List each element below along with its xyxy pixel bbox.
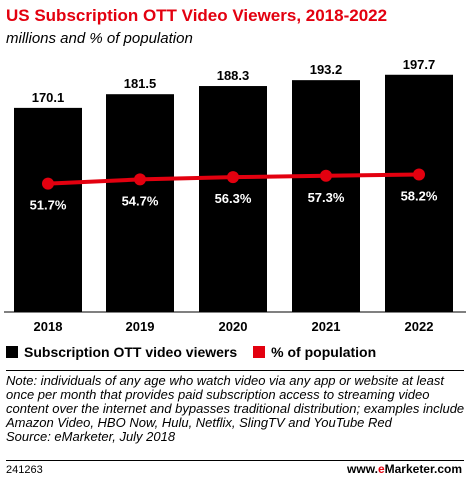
- x-tick-label-2020: 2020: [219, 319, 248, 334]
- population-label-2019: 54.7%: [122, 193, 159, 208]
- divider-bottom: [6, 460, 464, 461]
- note-text: Note: individuals of any age who watch v…: [6, 373, 465, 430]
- bar-label-2019: 181.5: [124, 76, 157, 91]
- chart-id: 241263: [6, 464, 43, 476]
- legend-swatch-population: [253, 346, 266, 358]
- x-tick-label-2019: 2019: [126, 319, 155, 334]
- population-point-2021: [320, 169, 332, 182]
- source-text: Source: eMarketer, July 2018: [6, 429, 176, 444]
- bar-label-2018: 170.1: [32, 90, 65, 105]
- divider-top: [6, 370, 464, 371]
- bar-2018: [14, 107, 82, 312]
- bar-label-2020: 188.3: [217, 68, 250, 83]
- bar-2022: [385, 74, 453, 312]
- bar-label-2022: 197.7: [403, 57, 436, 72]
- population-label-2021: 57.3%: [308, 190, 345, 205]
- chart-title: US Subscription OTT Video Viewers, 2018-…: [6, 6, 388, 25]
- legend-item-population: % of population: [253, 344, 376, 360]
- legend: Subscription OTT video viewers % of popu…: [6, 344, 392, 360]
- x-tick-label-2022: 2022: [405, 319, 434, 334]
- x-tick-label-2018: 2018: [34, 319, 63, 334]
- population-label-2020: 56.3%: [215, 191, 252, 206]
- population-label-2018: 51.7%: [30, 198, 67, 213]
- chart-subtitle: millions and % of population: [6, 30, 193, 47]
- population-point-2022: [413, 168, 425, 181]
- bar-label-2021: 193.2: [310, 62, 343, 77]
- population-label-2022: 58.2%: [401, 189, 438, 204]
- x-tick-label-2021: 2021: [312, 319, 341, 334]
- brand-accent: e: [377, 462, 385, 476]
- footnote: Note: individuals of any age who watch v…: [6, 374, 466, 444]
- brand-logo[interactable]: www.eMarketer.com: [347, 462, 462, 476]
- legend-item-viewers: Subscription OTT video viewers: [6, 344, 237, 360]
- bar-2019: [106, 94, 174, 312]
- population-point-2020: [227, 171, 239, 184]
- population-point-2018: [42, 177, 54, 190]
- population-point-2019: [134, 173, 146, 186]
- brand-prefix: www.: [347, 462, 378, 476]
- legend-label-viewers: Subscription OTT video viewers: [24, 344, 238, 360]
- bar-2021: [292, 80, 360, 312]
- chart-plot: 170.1 2018 181.5 2019 188.3 2020 193.2 2021 197.…: [4, 57, 466, 334]
- legend-swatch-viewers: [6, 346, 18, 358]
- brand-suffix: Marketer.com: [384, 462, 462, 476]
- legend-label-population: % of population: [271, 344, 377, 360]
- bar-2020: [199, 86, 267, 312]
